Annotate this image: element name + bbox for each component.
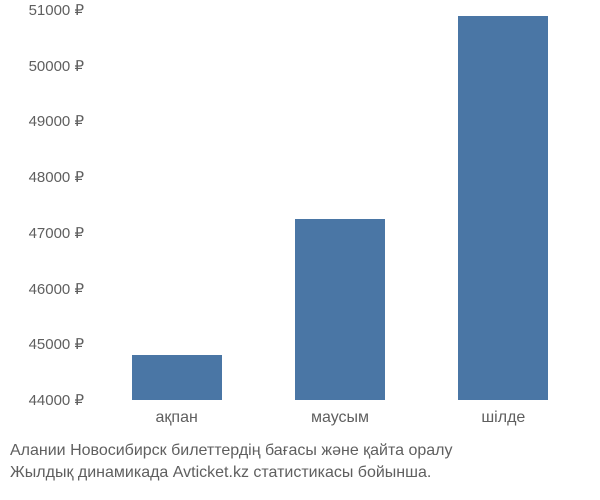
y-tick-label: 44000 ₽ xyxy=(0,391,84,409)
x-axis: ақпан маусым шілде xyxy=(95,405,585,433)
x-tick-label: маусым xyxy=(311,409,369,427)
x-tick-label: ақпан xyxy=(156,409,198,427)
bar xyxy=(132,355,222,400)
y-tick-label: 50000 ₽ xyxy=(0,57,84,75)
y-axis: 44000 ₽45000 ₽46000 ₽47000 ₽48000 ₽49000… xyxy=(0,10,90,400)
plot-area xyxy=(95,10,585,400)
caption-line-2: Жылдық динамикада Avticket.kz статистика… xyxy=(10,462,590,484)
y-tick-label: 48000 ₽ xyxy=(0,168,84,186)
y-tick-label: 45000 ₽ xyxy=(0,335,84,353)
y-tick-label: 47000 ₽ xyxy=(0,224,84,242)
chart-caption: Алании Новосибирск билеттердің бағасы жә… xyxy=(10,440,590,483)
y-tick-label: 49000 ₽ xyxy=(0,112,84,130)
x-tick-label: шілде xyxy=(481,409,525,427)
bar xyxy=(458,16,548,400)
y-tick-label: 51000 ₽ xyxy=(0,1,84,19)
y-tick-label: 46000 ₽ xyxy=(0,280,84,298)
chart-container: 44000 ₽ 45000 ₽ 46000 ₽ 47000 ₽ 48000 ₽ 49000… xyxy=(0,0,600,500)
caption-line-1: Алании Новосибирск билеттердің бағасы жә… xyxy=(10,440,590,462)
bar xyxy=(295,219,385,400)
